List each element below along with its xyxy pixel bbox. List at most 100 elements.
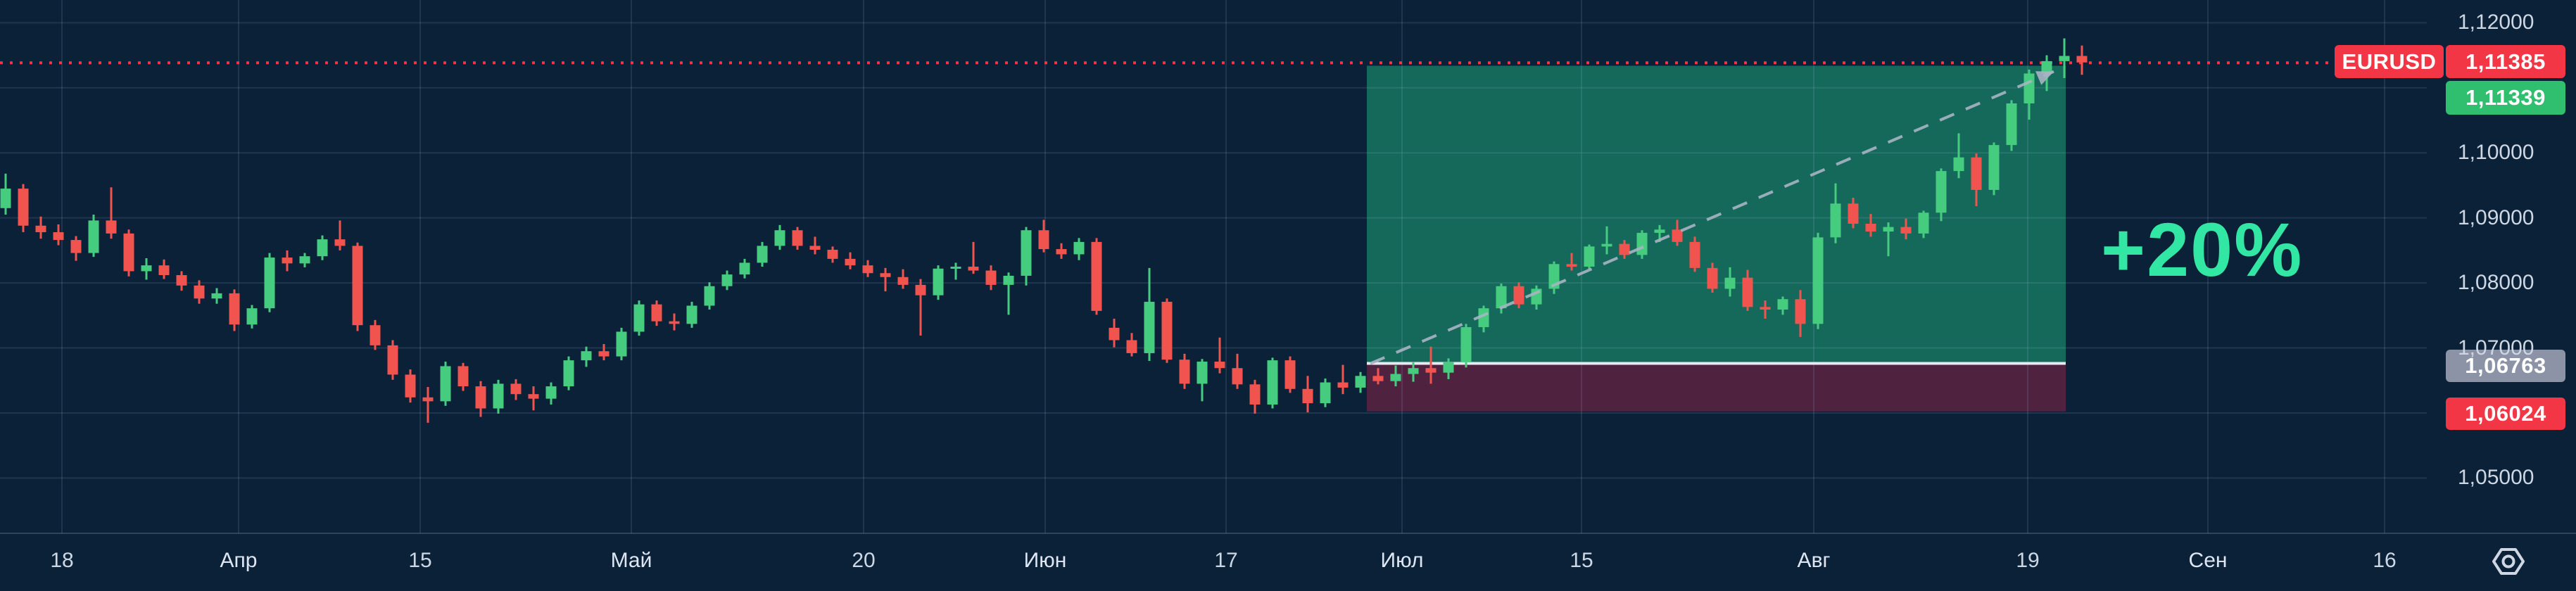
time-axis-label: 19: [2016, 549, 2040, 572]
candle-down: [35, 225, 46, 233]
candle-down: [845, 258, 856, 266]
trend-line[interactable]: [1370, 70, 2054, 365]
time-axis-label: 18: [50, 549, 74, 572]
candle-up: [1197, 361, 1208, 384]
candle-up: [2059, 56, 2070, 61]
candle-down: [985, 270, 997, 285]
candle-up: [581, 351, 592, 361]
candle-up: [299, 256, 310, 264]
candle-up: [1812, 237, 1824, 324]
candle-up: [2023, 73, 2035, 103]
candle-up: [774, 230, 785, 246]
candle-up: [2041, 61, 2052, 74]
time-axis-label: Авг: [1797, 549, 1831, 572]
candle-down: [1091, 241, 1102, 311]
candle-up: [739, 262, 750, 275]
candle-down: [1566, 264, 1577, 267]
candle-down: [880, 273, 891, 277]
candle-down: [1302, 388, 1313, 404]
target-price-badge: 1,11339: [2446, 81, 2565, 115]
candle-down: [968, 267, 979, 271]
candle-down: [405, 374, 416, 398]
candle-up: [545, 386, 557, 399]
candle-down: [176, 275, 187, 286]
candle-up: [1073, 241, 1085, 255]
candle-down: [1126, 340, 1137, 353]
candle-up: [1003, 275, 1014, 285]
time-axis-label: 20: [852, 549, 876, 572]
candle-down: [598, 351, 610, 357]
candle-down: [1425, 368, 1437, 373]
candle-up: [440, 366, 451, 402]
time-axis-label: Июн: [1023, 549, 1067, 572]
candle-down: [158, 265, 170, 276]
candle-up: [1355, 376, 1366, 388]
candle-up: [1460, 326, 1472, 362]
candle-down: [1971, 157, 1982, 190]
candle-down: [669, 321, 680, 324]
candle-up: [633, 304, 645, 332]
candle-up: [493, 383, 504, 409]
candle-down: [1056, 249, 1067, 255]
candle-down: [1372, 376, 1384, 381]
candle-down: [510, 383, 522, 395]
candle-down: [1760, 307, 1771, 310]
candle-down: [194, 285, 205, 299]
candle-down: [422, 397, 434, 402]
trend-line-arrowhead: [2035, 71, 2054, 85]
candle-down: [370, 325, 381, 345]
candle-up: [1144, 301, 1155, 353]
candle-down: [70, 240, 82, 253]
candle-down: [1109, 327, 1120, 341]
candle-up: [704, 286, 715, 306]
price-axis-label: 1,08000: [2458, 271, 2534, 295]
candle-down: [229, 293, 240, 325]
gain-annotation: +20%: [2101, 207, 2304, 292]
candle-down: [1742, 277, 1753, 307]
candle-down: [792, 230, 803, 246]
candle-up: [616, 331, 627, 357]
loss-zone[interactable]: [1367, 363, 2066, 412]
candle-down: [1707, 267, 1718, 289]
candle-up: [933, 268, 944, 296]
candle-up: [1988, 145, 2000, 190]
candle-up: [246, 308, 258, 325]
candle-up: [1443, 362, 1454, 373]
candle-down: [651, 304, 662, 322]
candle-up: [2006, 103, 2017, 146]
candle-down: [457, 366, 469, 387]
time-axis-label: Июл: [1380, 549, 1424, 572]
candle-up: [141, 265, 152, 272]
candle-up: [950, 267, 961, 269]
price-axis-label: 1,07000: [2458, 336, 2534, 360]
candle-up: [1830, 203, 1841, 238]
candle-up: [1267, 360, 1278, 405]
candle-up: [264, 258, 275, 309]
price-axis-label: 1,10000: [2458, 141, 2534, 165]
symbol-badge: EURUSD: [2335, 45, 2444, 78]
candle-up: [1777, 299, 1788, 310]
candle-up: [1408, 368, 1419, 374]
time-axis-label: 16: [2373, 549, 2397, 572]
candle-down: [1513, 286, 1524, 305]
price-axis-label: 1,05000: [2458, 466, 2534, 490]
time-axis-label: Май: [610, 549, 652, 572]
candle-down: [334, 239, 346, 246]
candle-down: [1214, 361, 1225, 369]
candle-down: [528, 394, 539, 399]
candle-down: [1848, 203, 1859, 224]
time-axis-label: 17: [1214, 549, 1238, 572]
time-axis-label: Сен: [2188, 549, 2228, 572]
candle-down: [1232, 368, 1243, 385]
candle-up: [757, 246, 768, 263]
candle-up: [1496, 286, 1507, 309]
settings-icon[interactable]: [2489, 542, 2528, 581]
candle-down: [1038, 230, 1049, 250]
candle-up: [1654, 229, 1665, 233]
candle-up: [1936, 171, 1947, 213]
candle-down: [123, 233, 134, 272]
candlestick-series: [0, 38, 2088, 423]
candle-down: [475, 386, 486, 409]
stop-price-badge: 1,06024: [2446, 398, 2565, 430]
